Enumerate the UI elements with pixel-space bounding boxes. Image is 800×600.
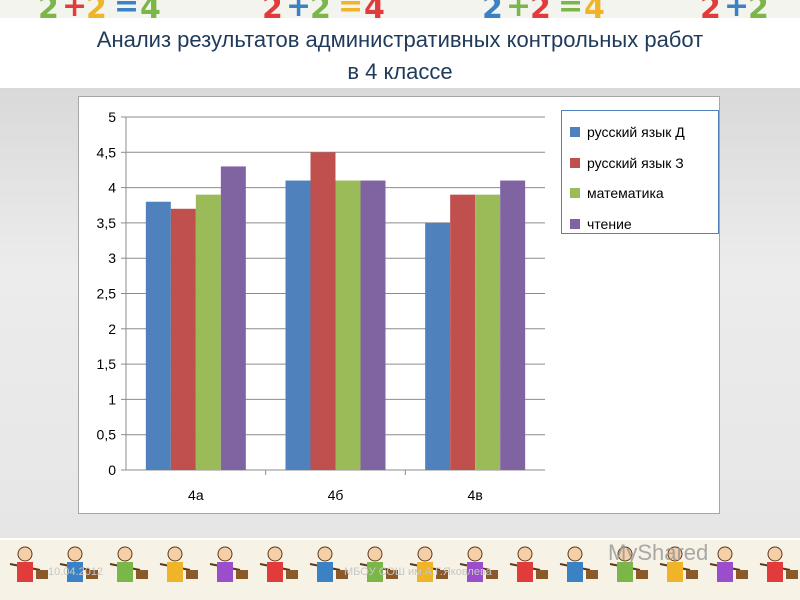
legend-label: математика	[587, 185, 664, 202]
legend-swatch	[570, 127, 580, 138]
bar	[145, 201, 171, 470]
svg-text:2: 2	[262, 0, 283, 18]
y-tick-label: 3	[108, 250, 116, 266]
kid-figure	[709, 546, 748, 582]
legend-swatch	[570, 157, 580, 168]
legend-swatch	[570, 218, 580, 229]
legend-item: чтение	[570, 209, 718, 240]
svg-text:=: =	[338, 0, 363, 18]
footer-organization: МБОУ СОШ им.А.Г.Яковлева	[344, 566, 492, 578]
legend-label: русский язык З	[587, 154, 684, 171]
kid-figure	[209, 546, 248, 582]
svg-text:2: 2	[310, 0, 331, 18]
kid-figure	[59, 546, 98, 582]
svg-text:2: 2	[748, 0, 769, 18]
svg-text:2: 2	[86, 0, 107, 18]
svg-text:4: 4	[140, 0, 161, 18]
chart-legend: русский язык Д русский язык З математика чт…	[561, 110, 719, 234]
svg-text:+: +	[724, 0, 749, 18]
decorative-header-band: 2 + 2 = 4 2 + 2 = 4 2 + 2 = 4 2 + 2	[0, 0, 800, 18]
legend-item: русский язык Д	[570, 117, 718, 148]
kid-figure	[259, 546, 298, 582]
y-tick-label: 0	[108, 462, 116, 478]
bar	[475, 194, 501, 470]
bar	[195, 194, 221, 470]
y-tick-label: 4,5	[97, 144, 117, 160]
bar	[220, 166, 246, 471]
slide-title-line2: в 4 классе	[347, 59, 453, 84]
bar	[500, 180, 526, 470]
math-symbols-decoration: 2 + 2 = 4 2 + 2 = 4 2 + 2 = 4 2 + 2	[38, 0, 769, 18]
bar	[360, 180, 386, 470]
bar	[310, 152, 336, 471]
svg-text:2: 2	[38, 0, 59, 18]
kid-figure	[609, 546, 648, 582]
svg-text:2: 2	[482, 0, 503, 18]
svg-text:=: =	[558, 0, 583, 18]
slide-title-line1: Анализ результатов административных конт…	[96, 27, 704, 52]
legend-item: математика	[570, 178, 718, 209]
bar-chart: 0 0,5 1 1,5 2 2,5 3 3,5 4 4,5 5 4а 4б 4в	[97, 109, 545, 503]
kid-figure	[509, 546, 548, 582]
kid-figure	[309, 546, 348, 582]
kids-figures-decoration	[9, 546, 798, 582]
legend-item: русский язык З	[570, 148, 718, 179]
legend-label: чтение	[587, 215, 632, 232]
decorative-footer-band	[0, 540, 800, 600]
kid-figure	[759, 546, 798, 582]
kid-figure	[409, 546, 448, 582]
kid-figure	[9, 546, 48, 582]
svg-text:4: 4	[364, 0, 385, 18]
legend-label: русский язык Д	[587, 124, 685, 141]
x-tick-label: 4б	[328, 487, 344, 503]
kid-figure	[359, 546, 398, 582]
bar	[285, 180, 311, 470]
bar	[170, 208, 196, 470]
legend-swatch	[570, 188, 580, 199]
kid-figure	[559, 546, 598, 582]
y-tick-label: 1,5	[97, 356, 117, 372]
x-tick-label: 4в	[468, 487, 483, 503]
y-tick-label: 0,5	[97, 427, 117, 443]
y-tick-label: 2,5	[97, 286, 117, 302]
x-tick-label: 4а	[188, 487, 204, 503]
svg-text:+: +	[62, 0, 87, 18]
svg-text:+: +	[286, 0, 311, 18]
kid-figure	[659, 546, 698, 582]
slide-title: Анализ результатов административных конт…	[0, 24, 800, 88]
watermark-logo: MyShared	[608, 540, 709, 565]
svg-text:4: 4	[584, 0, 605, 18]
svg-text:=: =	[114, 0, 139, 18]
footer-date: 10.04.2012	[48, 566, 104, 578]
y-tick-label: 2	[108, 321, 116, 337]
y-tick-label: 1	[108, 391, 116, 407]
bar	[425, 222, 451, 470]
svg-text:2: 2	[530, 0, 551, 18]
y-tick-label: 5	[108, 109, 116, 125]
svg-text:+: +	[506, 0, 531, 18]
svg-text:2: 2	[700, 0, 721, 18]
y-tick-label: 4	[108, 180, 116, 196]
y-tick-label: 3,5	[97, 215, 117, 231]
bar	[335, 180, 361, 470]
kid-figure	[109, 546, 148, 582]
kid-figure	[159, 546, 198, 582]
bar	[450, 194, 476, 470]
kid-figure	[459, 546, 498, 582]
